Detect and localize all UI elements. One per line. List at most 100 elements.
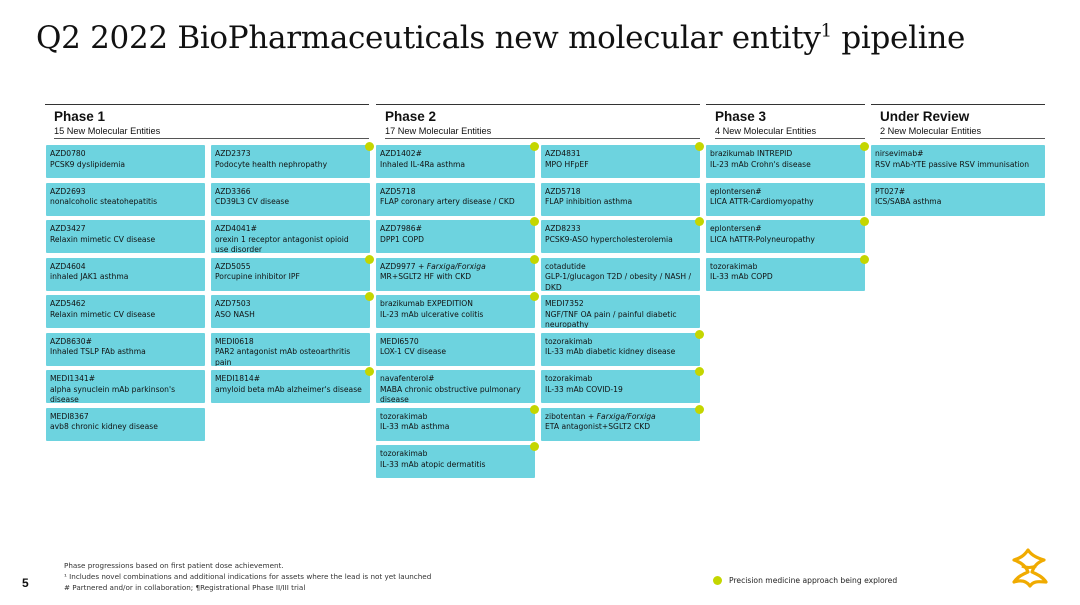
phase-subtitle: 15 New Molecular Entities [54,126,369,139]
phase-name: Phase 2 [385,109,437,124]
compound-name: tozorakimab [545,336,593,346]
precision-medicine-dot-icon [695,142,704,151]
compound-name: AZD7503 [215,299,251,308]
precision-medicine-dot-icon [860,217,869,226]
compound-name: AZD4041# [215,224,257,233]
pipeline-card: MEDI6570 LOX-1 CV disease [376,332,535,366]
compound-name: AZD4604 [50,261,86,271]
pipeline-card: AZD8233 PCSK9-ASO hypercholesterolemia [541,217,704,253]
column-phase3: brazikumab INTREPID IL-23 mAb Crohn's dis… [706,142,869,291]
indication: LOX-1 CV disease [380,347,447,356]
pipeline-card: AZD4041# orexin 1 receptor antagonist opi… [211,220,370,253]
legend-label: Precision medicine approach being explor… [729,576,898,585]
precision-medicine-dot-icon [530,142,539,151]
compound-name: tozorakimab [710,261,758,271]
indication: IL-23 mAb Crohn's disease [710,159,811,169]
precision-medicine-dot-icon [860,254,869,264]
precision-medicine-dot-icon [530,254,539,264]
pipeline-card: AZD4604 inhaled JAK1 asthma [46,257,205,291]
compound-name: MEDI8367 [50,411,89,421]
compound-name: AZD5718 [545,186,581,196]
compound-name: MEDI1814# [215,374,261,383]
indication: CD39L3 CV disease [215,197,290,206]
compound-name: brazikumab INTREPID [710,149,793,158]
compound-name: tozorakimab [545,374,593,383]
indication: Porcupine inhibitor IPF [215,272,300,281]
precision-medicine-dot-icon [695,367,704,376]
compound-name: AZD7986# [380,224,422,233]
phase-subtitle: 2 New Molecular Entities [880,126,1045,139]
phase-name: Under Review [880,109,970,124]
compound-name: AZD5462 [50,299,86,308]
indication: alpha synuclein mAb parkinson's disease [50,384,176,404]
compound-name: AZD5055 [215,261,251,271]
phase-header-review: Under Review 2 New Molecular Entities [871,104,1045,139]
indication: IL-33 mAb COPD [710,272,773,281]
indication: amyloid beta mAb alzheimer's disease [215,384,362,394]
pipeline-card: eplontersen# LICA hATTR-Polyneuropathy [706,217,869,253]
indication: ICS/SABA asthma [875,197,942,206]
precision-medicine-dot-icon [530,217,539,226]
phase-header-1: Phase 1 15 New Molecular Entities [45,104,369,139]
precision-medicine-dot-icon [695,329,704,339]
indication: avb8 chronic kidney disease [50,422,158,431]
indication: IL-33 mAb atopic dermatitis [380,459,486,469]
compound-name: AZD2693 [50,186,86,196]
indication: MPO HFpEF [545,159,589,169]
indication: IL-33 mAb COVID-19 [545,384,623,394]
pipeline-card: AZD4831 MPO HFpEF [541,142,704,178]
indication: orexin 1 receptor antagonist opioid use … [215,234,349,254]
compound-name: AZD2373 [215,149,251,158]
compound-name: AZD3366 [215,186,251,196]
compound-name: AZD8233 [545,224,581,233]
compound-name: MEDI6570 [380,336,419,346]
compound-name: navafenterol# [380,374,435,383]
pipeline-card: AZD5462 Relaxin mimetic CV disease [46,295,205,328]
page-title: Q2 2022 BioPharmaceuticals new molecular… [36,20,965,56]
column-phase2-a: AZD1402# Inhaled IL-4Ra asthma AZD5718 FLAP… [376,142,539,478]
precision-medicine-dot-icon [365,292,374,301]
indication: PAR2 antagonist mAb osteoarthritis pain [215,347,351,366]
indication: IL-23 mAb ulcerative colitis [380,309,484,319]
pipeline-card: AZD8630# Inhaled TSLP FAb asthma [46,332,205,366]
pipeline-card: MEDI7352 NGF/TNF OA pain / painful diabet… [541,295,700,328]
pipeline-card: AZD7503 ASO NASH [211,292,374,328]
column-phase1-b: AZD2373 Podocyte health nephropathy AZD336… [211,142,374,403]
compound-name: brazikumab EXPEDITION [380,299,473,308]
pipeline-card: tozorakimab IL-33 mAb COPD [706,254,869,291]
pipeline-card: MEDI1341# alpha synuclein mAb parkinson's… [46,370,205,403]
column-phase1-a: AZD0780 PCSK9 dyslipidemia AZD2693 nonalcoh… [46,145,205,441]
indication: FLAP coronary artery disease / CKD [380,197,515,206]
compound-name: eplontersen# [710,186,762,196]
compound-name: tozorakimab [380,449,428,458]
indication: RSV mAb-YTE passive RSV immunisation [875,159,1030,169]
precision-medicine-dot-icon [695,404,704,414]
compound-name: eplontersen# [710,224,762,233]
indication: LICA ATTR-Cardiomyopathy [710,197,814,206]
compound-name: zibotentan + Farxiga/Forxiga [545,411,656,421]
precision-medicine-dot-icon [365,142,374,151]
pipeline-card: AZD5718 FLAP inhibition asthma [541,182,700,216]
indication: MR+SGLT2 HF with CKD [380,272,472,281]
indication: MABA chronic obstructive pulmonary disea… [380,384,521,404]
indication: Relaxin mimetic CV disease [50,309,156,319]
indication: ASO NASH [215,309,255,319]
indication: DPP1 COPD [380,234,424,244]
pipeline-card: AZD3427 Relaxin mimetic CV disease [46,220,205,253]
footnote: ¹ Includes novel combinations and additi… [64,572,432,581]
compound-name: cotadutide [545,261,586,271]
pipeline-card: tozorakimab IL-33 mAb COVID-19 [541,367,704,403]
pipeline-card: navafenterol# MABA chronic obstructive pu… [376,370,535,403]
precision-medicine-dot-icon [530,292,539,301]
pipeline-card: AZD7986# DPP1 COPD [376,217,539,253]
title-tail: pipeline [831,20,966,56]
footnotes: Phase progressions based on first patien… [64,560,431,593]
pipeline-card: AZD5055 Porcupine inhibitor IPF [211,254,374,291]
pipeline-card: AZD2373 Podocyte health nephropathy [211,142,374,178]
indication: Podocyte health nephropathy [215,159,328,169]
pipeline-card: zibotentan + Farxiga/Forxiga ETA antagoni… [541,404,704,441]
precision-medicine-dot-icon [365,254,374,264]
indication: NGF/TNF OA pain / painful diabetic neuro… [545,309,677,329]
page-number: 5 [22,576,29,590]
pipeline-card: cotadutide GLP-1/glucagon T2D / obesity /… [541,257,700,291]
